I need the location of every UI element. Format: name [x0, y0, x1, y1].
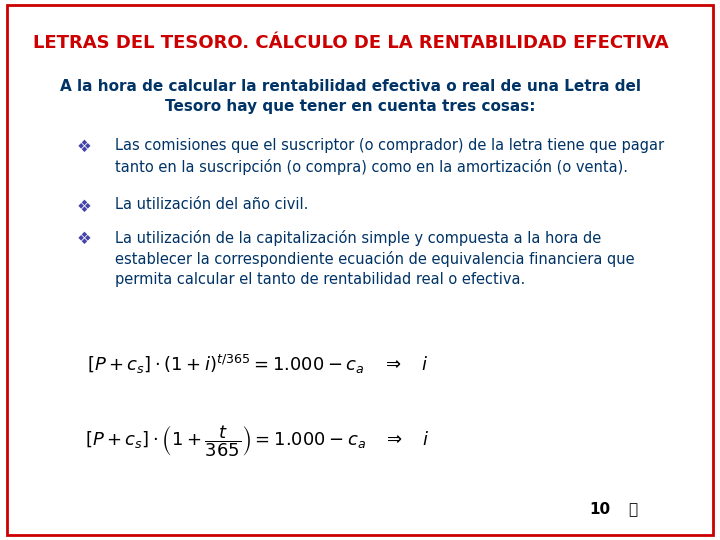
Text: La utilización del año civil.: La utilización del año civil.	[114, 198, 308, 212]
Text: La utilización de la capitalización simple y compuesta a la hora de
establecer l: La utilización de la capitalización simp…	[114, 230, 634, 287]
Text: ❖: ❖	[76, 230, 91, 248]
Text: ❖: ❖	[76, 138, 91, 157]
Text: $[P+c_s] \cdot (1+i)^{t/365} = 1.000 - c_a \quad \Rightarrow \quad i$: $[P+c_s] \cdot (1+i)^{t/365} = 1.000 - c…	[86, 353, 428, 376]
Text: 🔊: 🔊	[628, 502, 637, 517]
Text: $[P+c_s] \cdot \left(1+\dfrac{t}{365}\right) = 1.000 - c_a \quad \Rightarrow \qu: $[P+c_s] \cdot \left(1+\dfrac{t}{365}\ri…	[85, 423, 430, 459]
Text: Las comisiones que el suscriptor (o comprador) de la letra tiene que pagar
tanto: Las comisiones que el suscriptor (o comp…	[114, 138, 664, 174]
Text: A la hora de calcular la rentabilidad efectiva o real de una Letra del
Tesoro ha: A la hora de calcular la rentabilidad ef…	[60, 79, 641, 114]
Text: ❖: ❖	[76, 198, 91, 215]
Text: 10: 10	[590, 502, 611, 517]
Text: LETRAS DEL TESORO. CÁLCULO DE LA RENTABILIDAD EFECTIVA: LETRAS DEL TESORO. CÁLCULO DE LA RENTABI…	[32, 33, 668, 52]
